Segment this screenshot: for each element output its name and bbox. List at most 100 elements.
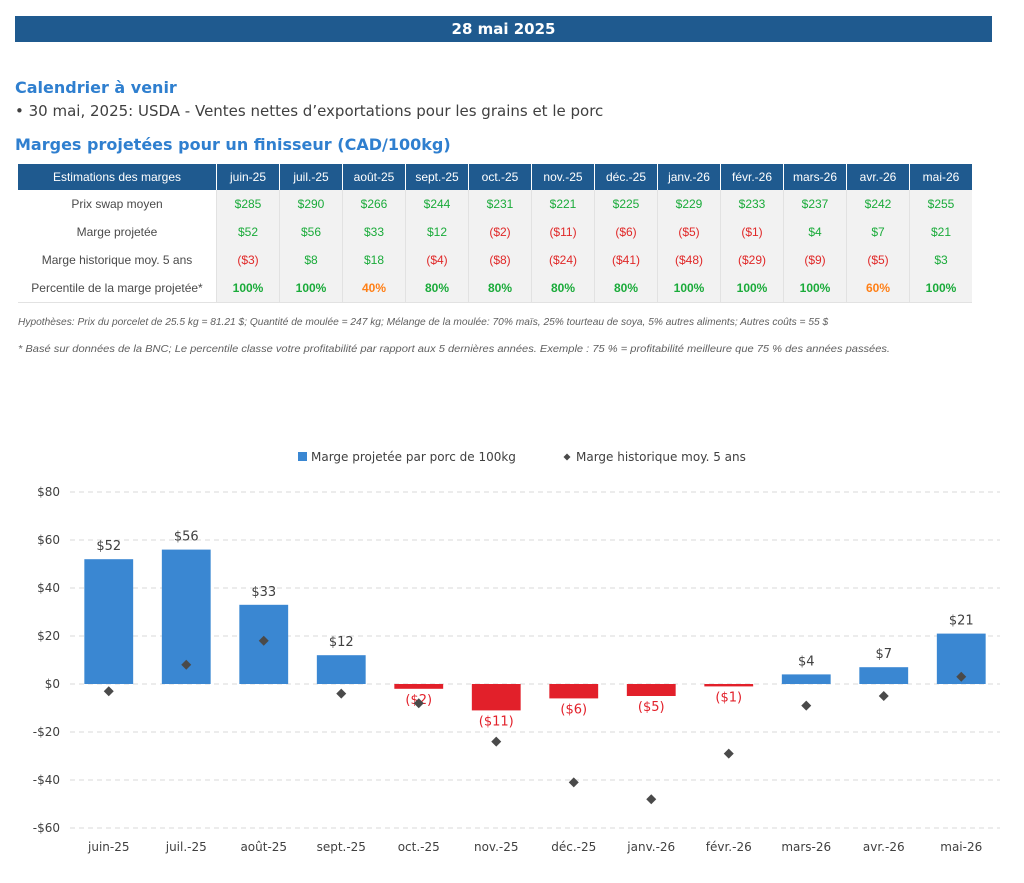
- table-cell: $12: [405, 218, 469, 246]
- x-tick-label: août-25: [240, 840, 287, 854]
- table-cell: $21: [909, 218, 972, 246]
- table-cell: $231: [468, 190, 532, 218]
- x-tick-label: déc.-25: [551, 840, 596, 854]
- marker-point: [568, 777, 579, 788]
- table-cell: ($6): [594, 218, 658, 246]
- data-label: ($5): [638, 700, 665, 715]
- bar: [394, 684, 444, 689]
- x-tick-label: juin-25: [87, 840, 129, 854]
- data-label: $21: [949, 614, 974, 629]
- y-tick-label: $40: [37, 581, 60, 595]
- table-header-month: déc.-25: [594, 164, 658, 190]
- marker-point: [491, 736, 502, 747]
- data-label: ($1): [715, 690, 742, 705]
- margins-heading: Marges projetées pour un finisseur (CAD/…: [15, 135, 451, 154]
- bar: [471, 684, 521, 711]
- marker-point: [413, 698, 424, 709]
- marker-point: [723, 748, 734, 759]
- x-tick-label: nov.-25: [474, 840, 519, 854]
- marker-point: [801, 700, 812, 711]
- data-label: $12: [329, 635, 354, 650]
- table-cell: $221: [531, 190, 595, 218]
- table-cell: ($5): [657, 218, 721, 246]
- table-cell: ($24): [531, 246, 595, 274]
- data-label: $56: [174, 530, 199, 545]
- marker-point: [103, 686, 114, 697]
- table-cell: 100%: [909, 274, 972, 303]
- data-label: $4: [798, 654, 815, 669]
- legend-swatch-bar: [298, 452, 307, 461]
- table-cell: $18: [342, 246, 406, 274]
- y-tick-label: $0: [45, 677, 60, 691]
- table-cell: $56: [279, 218, 343, 246]
- data-label: ($6): [560, 702, 587, 717]
- table-header-month: nov.-25: [531, 164, 595, 190]
- table-cell: $225: [594, 190, 658, 218]
- table-header-month: mars-26: [783, 164, 847, 190]
- calendar-item: • 30 mai, 2025: USDA - Ventes nettes d’e…: [15, 102, 604, 120]
- table-header-month: mai-26: [909, 164, 972, 190]
- table-header-month: avr.-26: [846, 164, 910, 190]
- table-cell: $7: [846, 218, 910, 246]
- data-label: ($11): [479, 714, 514, 729]
- table-cell: 80%: [594, 274, 658, 303]
- marker-point: [878, 691, 889, 701]
- table-cell: $229: [657, 190, 721, 218]
- table-cell: $4: [783, 218, 847, 246]
- table-cell: ($9): [783, 246, 847, 274]
- table-row: Marge projetée $52 $56 $33 $12 ($2) ($11) ($6)(…: [18, 218, 972, 246]
- y-tick-label: $60: [37, 533, 60, 547]
- footnote-bnc: * Basé sur données de la BNC; Le percent…: [18, 343, 891, 355]
- table-cell: ($29): [720, 246, 784, 274]
- x-tick-label: avr.-26: [863, 840, 905, 854]
- table-cell: $244: [405, 190, 469, 218]
- data-label: $52: [96, 539, 121, 554]
- table-cell: 80%: [531, 274, 595, 303]
- table-cell: 100%: [657, 274, 721, 303]
- table-cell: ($2): [468, 218, 532, 246]
- table-cell: $242: [846, 190, 910, 218]
- table-cell: ($1): [720, 218, 784, 246]
- footnote-hypotheses: Hypothèses: Prix du porcelet de 25.5 kg …: [18, 316, 829, 328]
- bar: [84, 559, 134, 684]
- marker-point: [956, 671, 967, 682]
- bar: [859, 667, 909, 684]
- y-tick-label: -$40: [33, 773, 60, 787]
- table-header-month: janv.-26: [657, 164, 721, 190]
- bar: [704, 684, 754, 687]
- legend-label: Marge historique moy. 5 ans: [576, 450, 746, 464]
- table-header-month: juin-25: [216, 164, 280, 190]
- y-tick-label: -$20: [33, 725, 60, 739]
- table-header-month: févr.-26: [720, 164, 784, 190]
- y-tick-label: $20: [37, 629, 60, 643]
- table-cell: ($5): [846, 246, 910, 274]
- marker-point: [258, 635, 269, 646]
- bar: [781, 674, 831, 684]
- marker-point: [646, 794, 657, 805]
- table-header-month: sept.-25: [405, 164, 469, 190]
- table-cell: 80%: [405, 274, 469, 303]
- table-cell: ($11): [531, 218, 595, 246]
- margin-chart: $80 $60 $40 $20 $0 -$20 -$40 -$60 $52 $56 $33 $12 ($…: [33, 450, 1000, 854]
- table-cell: 100%: [216, 274, 280, 303]
- table-row-label: Prix swap moyen: [18, 190, 217, 218]
- table-cell: 40%: [342, 274, 406, 303]
- table-header-label: Estimations des marges: [18, 164, 217, 190]
- calendar-heading: Calendrier à venir: [15, 78, 177, 97]
- table-cell: $52: [216, 218, 280, 246]
- table-row-label: Marge projetée: [18, 218, 217, 246]
- y-tick-label: $80: [37, 485, 60, 499]
- table-cell: $33: [342, 218, 406, 246]
- table-row: Marge historique moy. 5 ans ($3) $8 $18 ($4)…: [18, 246, 972, 274]
- x-tick-label: oct.-25: [398, 840, 440, 854]
- x-tick-label: juil.-25: [165, 840, 207, 854]
- table-cell: ($4): [405, 246, 469, 274]
- table-cell: $8: [279, 246, 343, 274]
- table-header-month: juil.-25: [279, 164, 343, 190]
- table-cell: 60%: [846, 274, 910, 303]
- table-cell: 100%: [279, 274, 343, 303]
- table-header-month: août-25: [342, 164, 406, 190]
- bar: [316, 655, 366, 684]
- legend-swatch-marker: [563, 453, 571, 461]
- x-tick-label: mars-26: [781, 840, 831, 854]
